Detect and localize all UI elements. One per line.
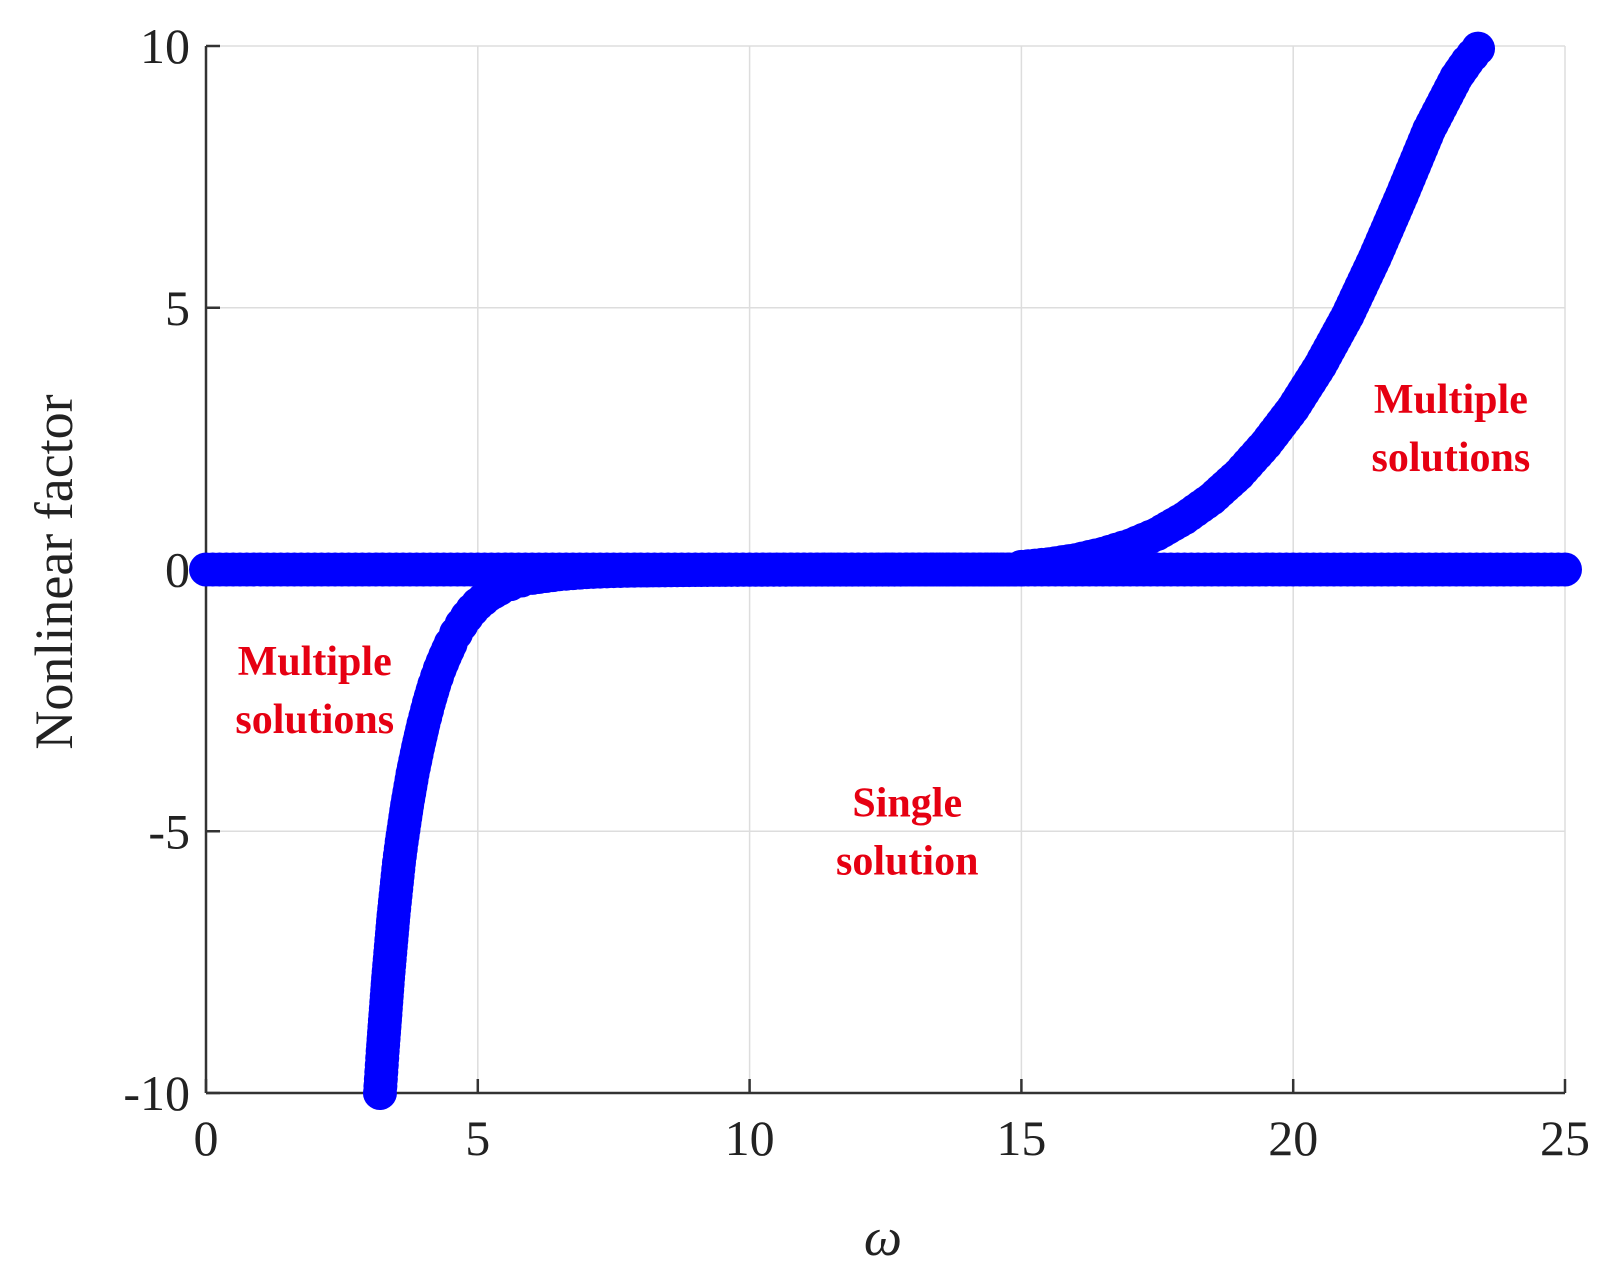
annotation-label: Single bbox=[852, 780, 962, 826]
annotation-label: Multiple bbox=[238, 639, 392, 685]
y-tick-label: 5 bbox=[165, 280, 190, 336]
x-tick-label: 0 bbox=[194, 1110, 219, 1166]
data-point bbox=[1548, 552, 1582, 587]
x-tick-label: 25 bbox=[1540, 1110, 1590, 1166]
data-point bbox=[1461, 31, 1496, 66]
y-tick-label: -10 bbox=[123, 1065, 190, 1121]
annotation-label: solutions bbox=[235, 697, 394, 743]
annotation-label: solution bbox=[836, 838, 978, 884]
data-points bbox=[189, 31, 1582, 1110]
y-tick-label: -5 bbox=[148, 803, 190, 859]
y-tick-label: 0 bbox=[165, 542, 190, 598]
x-tick-label: 5 bbox=[465, 1110, 490, 1166]
annotation-label: Multiple bbox=[1374, 377, 1528, 423]
y-tick-label: 10 bbox=[140, 18, 190, 74]
y-axis-label: Nonlinear factor bbox=[24, 394, 84, 749]
annotations: Multiple solutions Multiple solutions Single… bbox=[235, 377, 1530, 884]
y-tick-labels: -10 -5 0 5 10 bbox=[123, 18, 190, 1121]
x-tick-label: 20 bbox=[1268, 1110, 1318, 1166]
x-tick-label: 15 bbox=[996, 1110, 1046, 1166]
x-tick-labels: 0 5 10 15 20 25 bbox=[194, 1110, 1591, 1166]
x-axis-label: ω bbox=[864, 1207, 902, 1267]
annotation-label: solutions bbox=[1371, 435, 1530, 481]
x-tick-label: 10 bbox=[725, 1110, 775, 1166]
